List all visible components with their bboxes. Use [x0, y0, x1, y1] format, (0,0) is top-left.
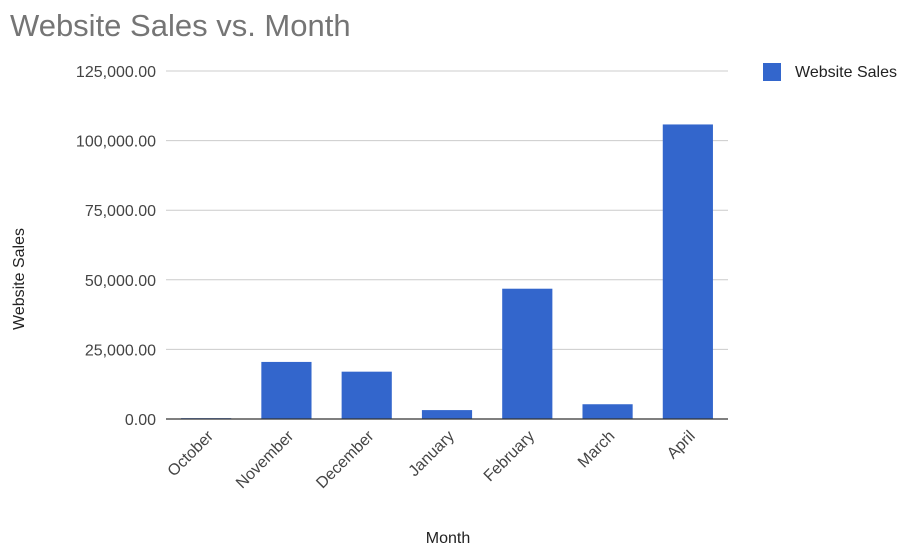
- x-tick-label: December: [313, 427, 378, 492]
- y-axis-title: Website Sales: [11, 228, 28, 330]
- bar-march: [582, 404, 633, 419]
- x-axis-title: Month: [426, 530, 470, 547]
- y-tick-label: 75,000.00: [85, 203, 156, 220]
- x-tick-label: January: [406, 428, 458, 480]
- y-tick-label: 50,000.00: [85, 273, 156, 290]
- bar-february: [502, 288, 553, 419]
- y-tick-label: 125,000.00: [76, 64, 156, 81]
- legend: Website Sales: [763, 63, 897, 81]
- bar-january: [421, 410, 473, 419]
- gridlines: [166, 70, 728, 350]
- bar-december: [341, 371, 392, 419]
- x-tick-label: April: [664, 428, 699, 463]
- chart-title: Website Sales vs. Month: [10, 8, 351, 43]
- y-axis-tick-labels: 0.00 25,000.00 50,000.00 75,000.00 100,000.0…: [76, 64, 156, 429]
- x-tick-label: March: [575, 428, 618, 471]
- bars: [181, 124, 713, 420]
- x-tick-label: November: [233, 427, 298, 492]
- bar-april: [662, 124, 713, 420]
- x-tick-label: October: [165, 427, 218, 480]
- legend-label: Website Sales: [795, 64, 897, 81]
- y-tick-label: 100,000.00: [76, 134, 156, 151]
- legend-swatch: [763, 63, 781, 81]
- y-tick-label: 0.00: [125, 412, 156, 429]
- y-tick-label: 25,000.00: [85, 342, 156, 359]
- x-axis-tick-labels: October November December January February Ma…: [165, 427, 699, 492]
- bar-november: [261, 361, 312, 419]
- x-tick-label: February: [481, 428, 538, 485]
